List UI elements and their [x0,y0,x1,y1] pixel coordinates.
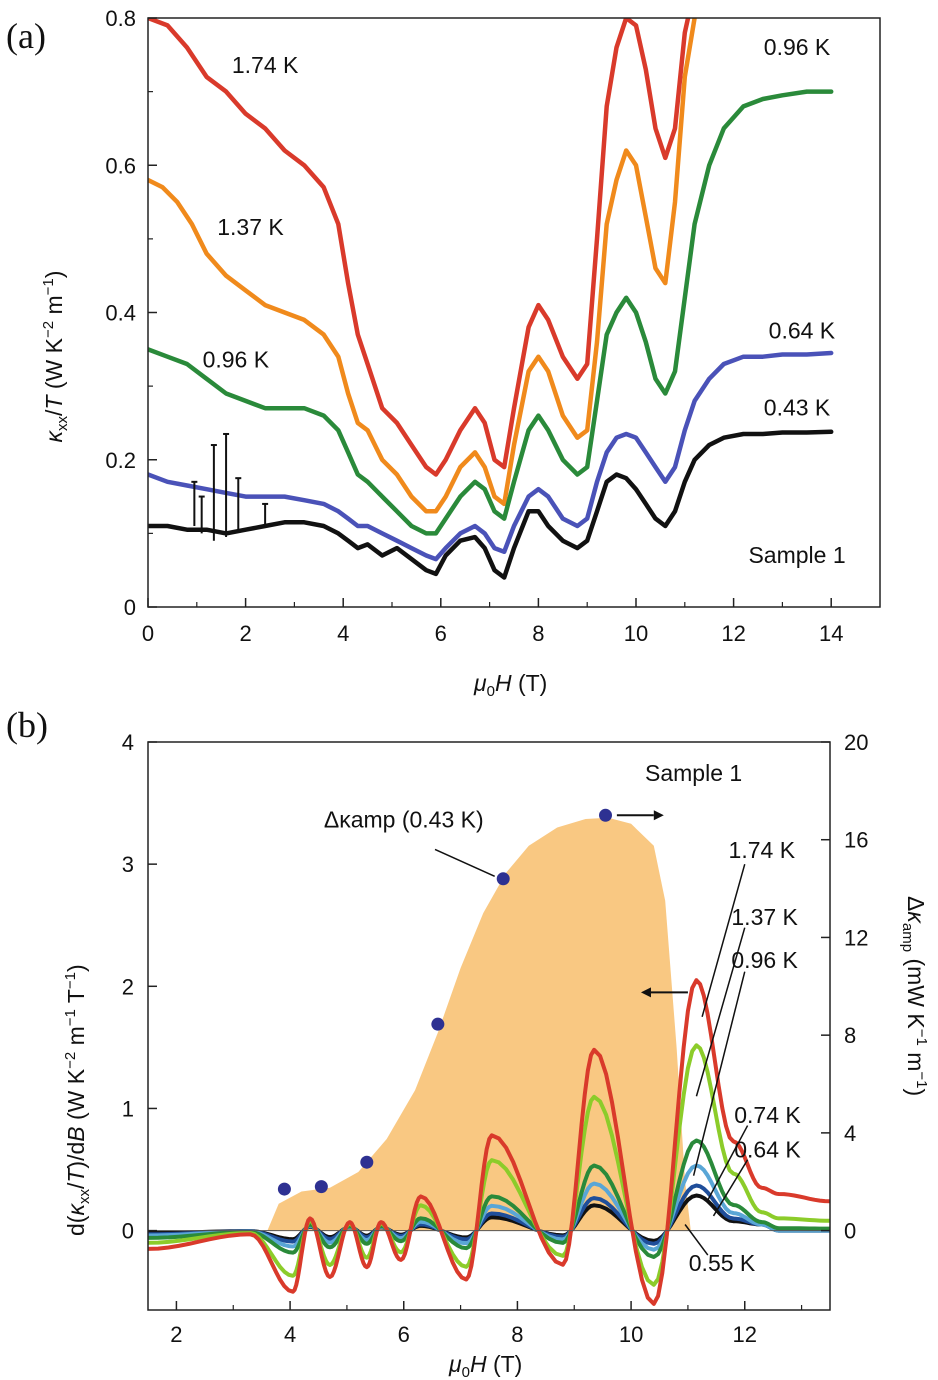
panel-b-y-tick-label: 3 [122,852,134,877]
panel-a-label: (a) [6,16,46,56]
panel-a-x-tick-label: 10 [624,621,648,646]
panel-b-y-tick-label: 0 [122,1219,134,1244]
panel-b-label-1-74-k: 1.74 K [729,837,796,863]
panel-b-label-sample-1: Sample 1 [645,760,742,786]
panel-b-x-tick-label: 2 [170,1322,182,1347]
panel-a-series-1-74-k-0 [148,18,691,477]
panel-a-x-tick-label: 4 [337,621,349,646]
panel-a-x-axis-label: μ0H (T) [473,670,547,700]
panel-b-right-axis-label: Δκamp (mW K−1 m−1) [899,896,930,1096]
panel-b-right-axis-arrowhead [653,810,664,821]
panel-a-error-bar [235,477,242,530]
panel-b-label-0-55-k: 0.55 K [689,1250,756,1276]
panel-b-amplitude-envelope [267,817,691,1231]
panel-a-y-tick-label: 0.2 [105,448,136,473]
panel-b-amplitude-point [496,872,510,886]
panel-b-amp-leader [434,848,495,878]
panel-a-series-0-43-k-4 [148,429,834,580]
panel-a-error-bar [191,480,198,527]
panel-a-y-tick-label: 0.6 [105,153,136,178]
panel-a-series-1-37-k-1 [148,18,697,514]
panel-a-x-tick-label: 14 [819,621,843,646]
panel-a-series-0-96-k-2 [148,89,834,536]
panel-a-x-tick-label: 6 [435,621,447,646]
panel-b-axes-frame [147,741,831,1311]
panel-a-y-tick-label: 0.4 [105,301,136,326]
panel-a-error-bar [198,495,205,534]
panel-b-amplitude-point [360,1155,374,1169]
panel-b-label-leader [692,971,746,1176]
panel-b-amplitude-point [314,1180,328,1194]
panel-b-label-leader [684,1224,709,1256]
panel-a: (a) 0 2 4 6 8 10 12 14 0 0.2 0.4 0.6 0.8 1.74 K 1.37 … [6,6,881,700]
panel-b-y-tick-label: 4 [122,730,134,755]
panel-a-x-tick-label: 2 [239,621,251,646]
panel-a-axes-frame [147,17,881,608]
panel-a-y-axis-label: κxx/T (W K−2 m−1) [40,271,71,443]
panel-b-y2-tick-label: 8 [844,1023,856,1048]
panel-b-amplitude-point [277,1182,291,1196]
panel-a-y-tick-label: 0.8 [105,6,136,31]
panel-a-label-0-96-k: 0.96 K [764,34,831,60]
panel-b-left-axis-arrowhead [640,987,651,998]
panel-b-label-0-96-k: 0.96 K [731,947,798,973]
panel-a-label-0-43-k: 0.43 K [764,395,831,421]
panel-a-label-0-64-k: 0.64 K [769,317,836,343]
panel-a-label-1-37-k: 1.37 K [217,214,284,240]
panel-b-label-leader [701,863,746,1018]
panel-a-x-tick-label: 8 [532,621,544,646]
panel-b-amplitude-point [431,1017,445,1031]
panel-b-label: (b) [6,705,48,745]
panel-b-label-amp-0-43-k: Δκamp (0.43 K) [324,807,484,833]
panel-b-y-tick-label: 2 [122,974,134,999]
panel-b-amplitude-point [599,808,613,822]
panel-b-y-axis-label: d(κxx/T)/dB (W K−2 m−1 T−1) [62,964,93,1236]
panel-a-error-bar [223,432,230,538]
panel-b-y2-tick-label: 16 [844,828,868,853]
panel-a-error-bar [262,502,269,527]
panel-b-label-leader [695,927,746,1097]
panel-a-label-sample-1: Sample 1 [748,542,845,568]
panel-b-label-0-64-k: 0.64 K [734,1136,801,1162]
panel-b-y2-tick-label: 0 [844,1219,856,1244]
panel-a-label-0-96-k: 0.96 K [203,347,270,373]
panel-b-label-1-37-k: 1.37 K [731,904,798,930]
panel-b-y-tick-label: 1 [122,1096,134,1121]
panel-b-x-axis-label: μ0H (T) [448,1351,522,1380]
panel-b-y2-tick-label: 4 [844,1121,856,1146]
panel-b-x-tick-label: 8 [511,1322,523,1347]
panel-b-label-0-74-k: 0.74 K [734,1102,801,1128]
panel-a-x-tick-label: 12 [721,621,745,646]
panel-a-y-tick-label: 0 [124,595,136,620]
panel-b-x-tick-label: 12 [733,1322,757,1347]
panel-b-y2-tick-label: 12 [844,925,868,950]
panel-b-x-tick-label: 6 [398,1322,410,1347]
panel-a-x-tick-label: 0 [142,621,154,646]
panel-b-y2-tick-label: 20 [844,730,868,755]
panel-b-label-leader [712,1159,749,1217]
panel-b-x-tick-label: 10 [619,1322,643,1347]
panel-a-error-bar [210,444,217,541]
panel-a-series-0-64-k-3 [148,350,834,562]
panel-b-x-tick-label: 4 [284,1322,296,1347]
panel-a-label-1-74-k: 1.74 K [232,52,299,78]
panel-b-series-1-74-k [148,978,830,1306]
panel-b-label-leader [707,1125,749,1201]
